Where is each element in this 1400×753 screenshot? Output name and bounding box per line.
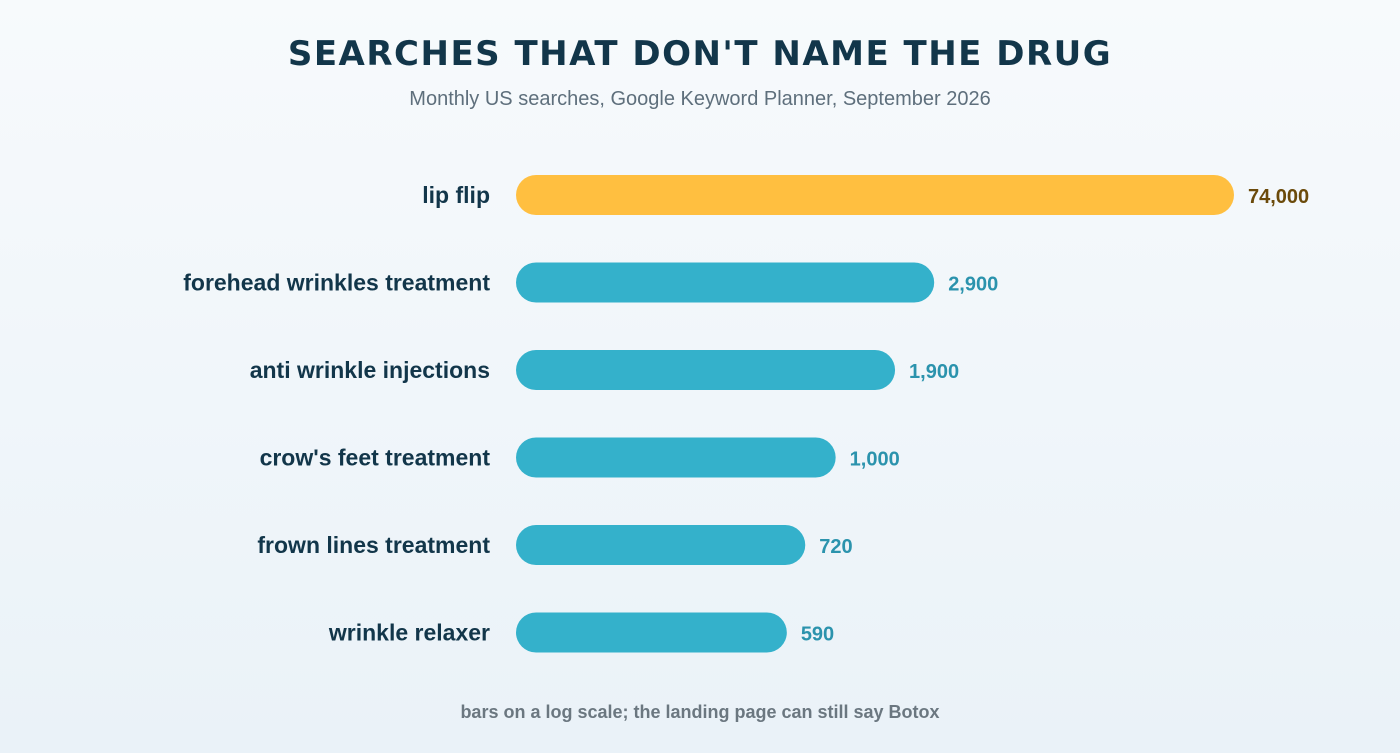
bar bbox=[516, 350, 896, 390]
chart-subtitle: Monthly US searches, Google Keyword Plan… bbox=[409, 88, 991, 110]
value-label: 74,000 bbox=[1248, 186, 1309, 208]
bar bbox=[516, 437, 836, 478]
value-label: 2,900 bbox=[948, 274, 998, 296]
chart-footnote: bars on a log scale; the landing page ca… bbox=[460, 702, 940, 722]
category-label: forehead wrinkles treatment bbox=[183, 270, 490, 296]
bar bbox=[516, 525, 806, 565]
category-label: frown lines treatment bbox=[257, 532, 490, 558]
category-label: anti wrinkle injections bbox=[250, 357, 490, 383]
category-label: wrinkle relaxer bbox=[328, 620, 490, 646]
value-label: 1,000 bbox=[850, 449, 900, 471]
category-label: crow's feet treatment bbox=[260, 445, 491, 471]
bar bbox=[516, 612, 787, 653]
value-label: 590 bbox=[801, 624, 834, 646]
bar bbox=[516, 262, 935, 303]
value-label: 720 bbox=[819, 536, 852, 558]
category-label: lip flip bbox=[422, 182, 490, 208]
chart-title: SEARCHES THAT DON'T NAME THE DRUG bbox=[287, 34, 1113, 74]
bar-highlight bbox=[516, 175, 1234, 215]
value-label: 1,900 bbox=[909, 361, 959, 383]
